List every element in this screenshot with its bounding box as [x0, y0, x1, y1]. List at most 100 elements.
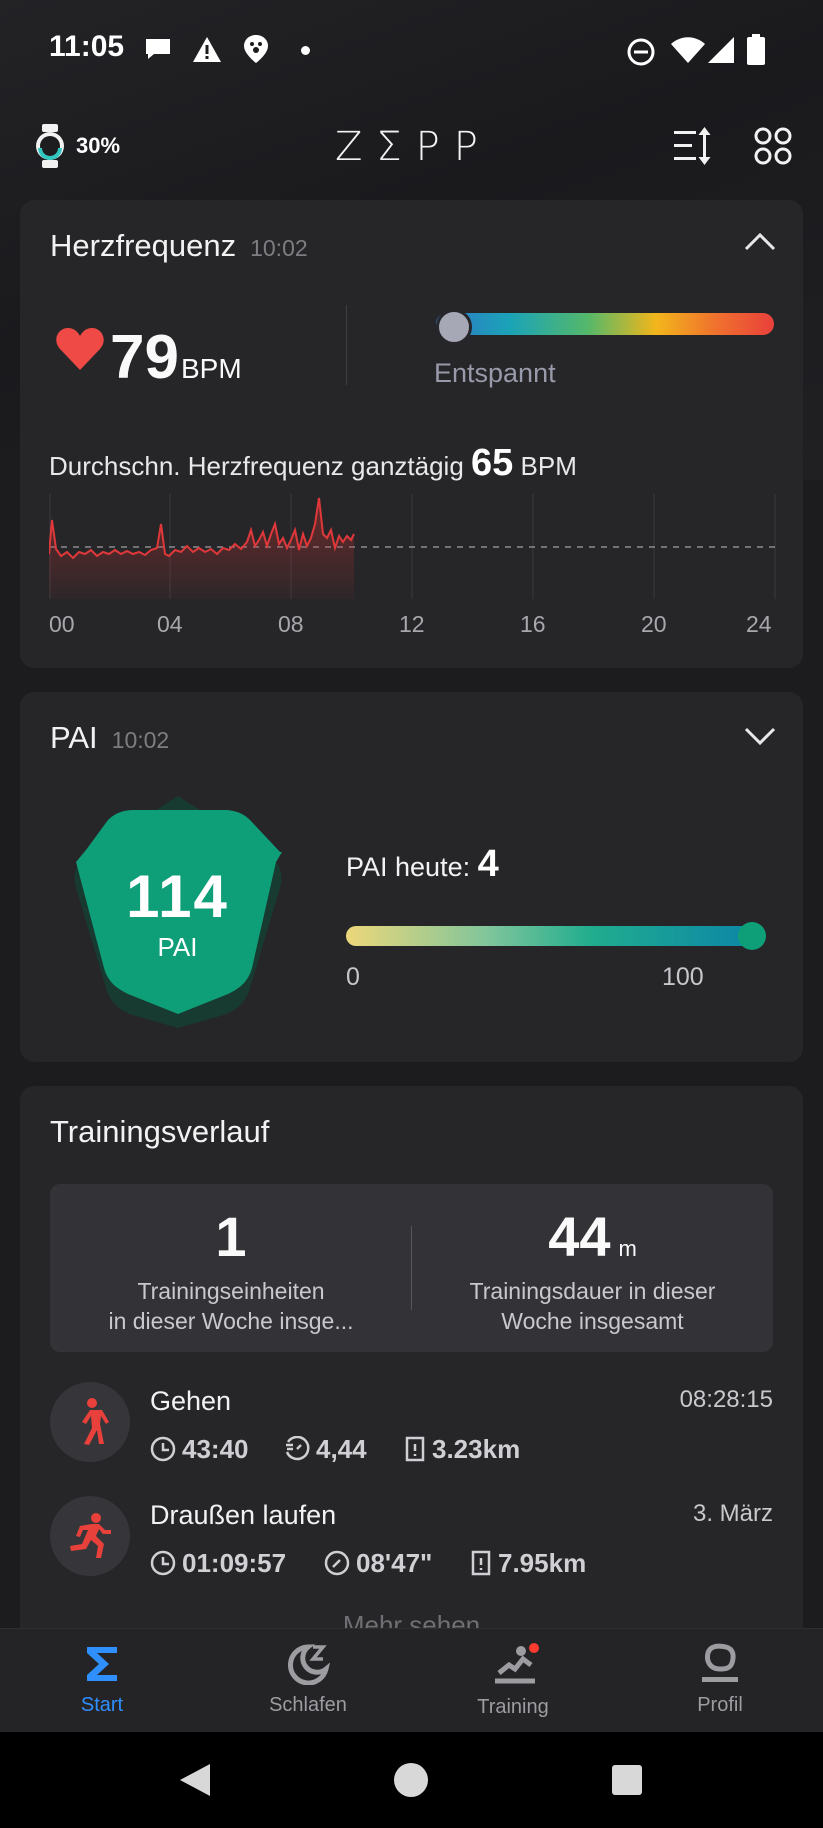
paw-location-icon: [244, 35, 268, 63]
steps-speed-icon: [285, 1436, 310, 1461]
pai-title-row: PAI 10:02: [50, 720, 169, 756]
heart-rate-time: 10:02: [250, 235, 308, 261]
nav-start[interactable]: Start: [32, 1643, 172, 1717]
divider: [346, 305, 347, 385]
nav-training[interactable]: Training: [443, 1643, 583, 1719]
workout-icon: [495, 1643, 539, 1684]
x-tick-16: 16: [520, 611, 546, 637]
widgets-grid-icon[interactable]: [753, 126, 793, 166]
running-icon: [70, 1513, 111, 1558]
status-time: 11:05: [49, 30, 125, 63]
activity-item-walk[interactable]: Gehen 08:28:15 43:40 4,44 3.23km: [50, 1382, 773, 1472]
pai-progress-bar: [346, 926, 754, 946]
sessions-caption-block: Trainingseinheiten in dieser Woche insge…: [50, 1276, 412, 1336]
recents-icon[interactable]: [611, 1764, 643, 1796]
activity-pace: 08'47": [324, 1548, 432, 1579]
training-summary-box: 1 Trainingseinheiten in dieser Woche ins…: [50, 1184, 773, 1352]
avg-heart-rate-unit: BPM: [520, 451, 577, 481]
home-icon[interactable]: [393, 1762, 429, 1798]
sessions-count: 1: [215, 1205, 247, 1268]
activity-item-run[interactable]: Draußen laufen 3. März 01:09:57 08'47" 7…: [50, 1496, 773, 1586]
heart-rate-day-chart[interactable]: [49, 494, 779, 602]
nav-sleep-label: Schlafen: [269, 1694, 347, 1716]
activity-duration-value: 43:40: [182, 1434, 249, 1464]
heart-icon: [56, 328, 104, 370]
distance-icon: [405, 1436, 425, 1462]
nav-profile[interactable]: Profil: [650, 1643, 790, 1717]
watch-icon[interactable]: [34, 124, 66, 168]
x-tick-04: 04: [157, 611, 183, 637]
pai-total-unit: PAI: [157, 932, 198, 962]
heart-rate-zone-bar: [436, 313, 774, 335]
nav-start-label: Start: [80, 1694, 124, 1716]
chevron-down-icon[interactable]: [743, 726, 777, 748]
nav-training-label: Training: [477, 1696, 549, 1718]
training-badge-dot: [529, 1643, 539, 1653]
x-tick-12: 12: [399, 611, 425, 637]
x-tick-00: 00: [49, 611, 75, 637]
pai-hexagon-badge[interactable]: [56, 792, 300, 1032]
bottom-navigation: Start Schlafen Training Profil: [0, 1628, 823, 1733]
wifi-icon: [671, 37, 705, 63]
sigma-icon: [87, 1647, 117, 1681]
heart-rate-line: [49, 497, 355, 560]
summary-divider: [411, 1226, 412, 1310]
avg-heart-rate-row: Durchschn. Herzfrequenz ganztägig 65 BPM: [49, 442, 577, 485]
activity-distance-value: 3.23km: [432, 1434, 521, 1464]
activity-distance: 3.23km: [404, 1434, 520, 1465]
clock-icon: [150, 1550, 176, 1576]
heart-rate-zone-indicator: [436, 309, 472, 345]
cell-signal-icon: [708, 37, 734, 63]
training-title: Trainingsverlauf: [50, 1114, 270, 1149]
heart-rate-value: 79: [110, 323, 179, 392]
pai-today-row: PAI heute: 4: [346, 843, 499, 886]
activity-duration-value: 01:09:57: [182, 1548, 287, 1578]
activity-pace-value: 08'47": [356, 1548, 433, 1578]
activity-date: 08:28:15: [679, 1386, 773, 1413]
battery-icon: [747, 34, 765, 65]
pai-title: PAI: [50, 720, 98, 755]
duration-caption-line2: Woche insgesamt: [501, 1308, 684, 1334]
nav-profile-label: Profil: [697, 1694, 743, 1716]
system-navigation-bar: [0, 1732, 823, 1828]
nav-sleep[interactable]: Schlafen: [238, 1643, 378, 1717]
training-card[interactable]: Trainingsverlauf: [20, 1086, 803, 1646]
back-icon[interactable]: [178, 1762, 212, 1798]
avg-heart-rate-value: 65: [471, 442, 514, 484]
heart-rate-unit: BPM: [180, 353, 242, 384]
heart-rate-value-row: 79BPM: [110, 322, 242, 393]
duration-unit: m: [618, 1236, 637, 1261]
activity-name: Draußen laufen: [150, 1500, 337, 1530]
chat-notification-icon: [146, 39, 170, 59]
watch-battery-percent: 30%: [76, 133, 121, 158]
clock-icon: [150, 1436, 176, 1462]
do-not-disturb-icon: [627, 38, 655, 66]
duration-caption-line1: Trainingsdauer in dieser: [469, 1278, 716, 1304]
x-tick-24: 24: [746, 611, 772, 637]
sort-cards-icon[interactable]: [672, 127, 712, 165]
activity-duration: 43:40: [150, 1434, 249, 1465]
sessions-caption-line2: in dieser Woche insge...: [108, 1308, 354, 1334]
pai-today-value: 4: [477, 843, 499, 885]
walking-icon: [82, 1398, 109, 1445]
pai-time: 10:02: [111, 727, 170, 753]
activity-date: 3. März: [692, 1500, 773, 1527]
chevron-up-icon[interactable]: [743, 230, 777, 252]
heart-rate-title-row: Herzfrequenz 10:02: [50, 228, 308, 264]
x-tick-08: 08: [278, 611, 304, 637]
activity-distance-value: 7.95km: [498, 1548, 587, 1578]
heart-rate-zone-label: Entspannt: [434, 358, 556, 388]
duration-value: 44: [548, 1205, 611, 1268]
x-tick-20: 20: [641, 611, 667, 637]
pai-bar-min: 0: [346, 963, 360, 991]
pace-gauge-icon: [324, 1550, 350, 1576]
activity-icon-bg: [50, 1382, 130, 1462]
duration-caption-block: Trainingsdauer in dieser Woche insgesamt: [412, 1276, 773, 1336]
notification-dot-icon: [301, 46, 310, 55]
activity-icon-bg: [50, 1496, 130, 1576]
warning-icon: [193, 37, 221, 62]
activity-pace-value: 4,44: [316, 1434, 367, 1464]
activity-pace: 4,44: [284, 1434, 367, 1465]
pai-progress-indicator: [738, 922, 766, 950]
avg-heart-rate-label: Durchschn. Herzfrequenz ganztägig: [49, 451, 464, 481]
